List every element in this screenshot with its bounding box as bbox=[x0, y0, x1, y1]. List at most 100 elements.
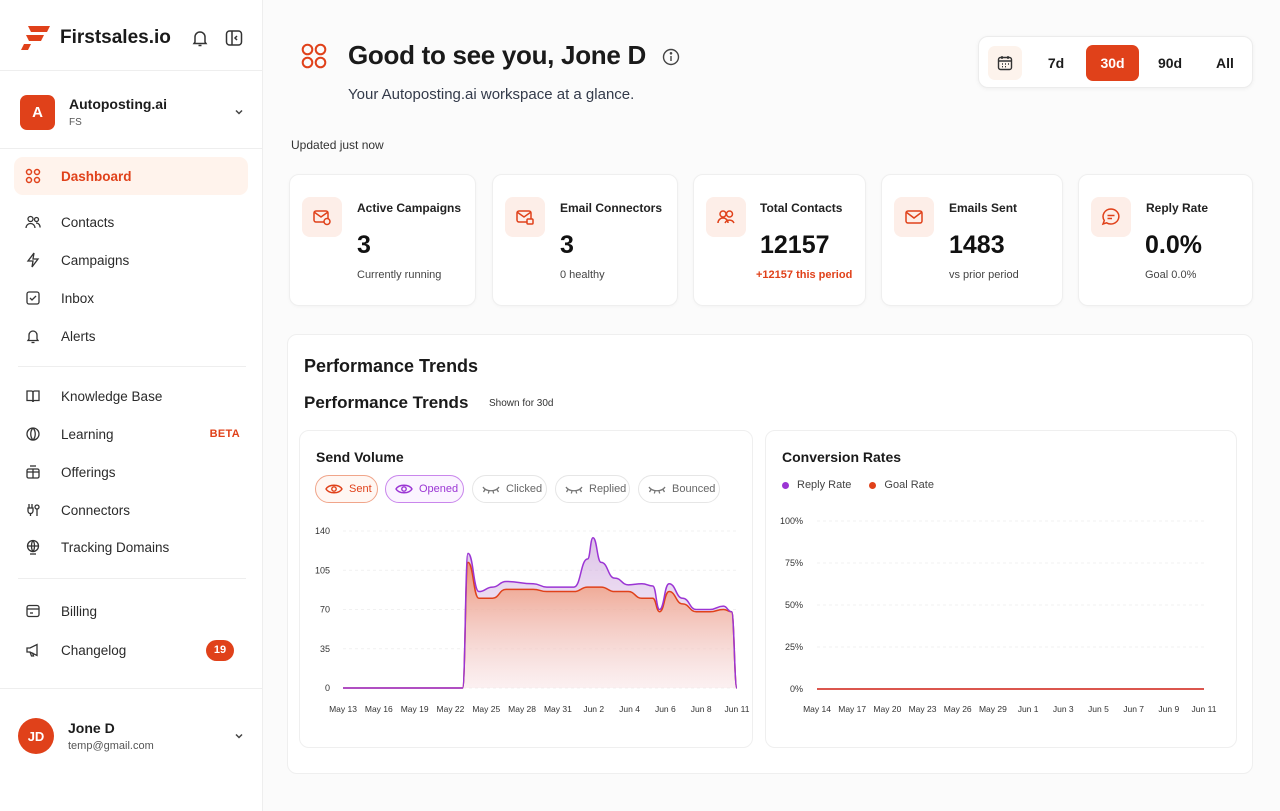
sidebar-item-billing[interactable]: Billing bbox=[14, 592, 248, 630]
kpi-card-active-campaigns[interactable]: Active Campaigns 3 Currently running bbox=[289, 174, 476, 306]
kpi-value: 12157 bbox=[760, 231, 830, 259]
info-icon[interactable] bbox=[662, 48, 680, 66]
brand-name: Firstsales.io bbox=[60, 27, 171, 48]
kpi-title: Emails Sent bbox=[949, 201, 1018, 215]
x-tick-label: May 25 bbox=[472, 704, 500, 714]
range-30d-button[interactable]: 30d bbox=[1086, 45, 1139, 81]
sidebar-item-changelog[interactable]: Changelog 19 bbox=[14, 631, 248, 669]
eye-icon bbox=[325, 484, 343, 494]
section-subtitle: Performance Trends bbox=[304, 393, 469, 412]
sidebar-item-label: Inbox bbox=[61, 290, 95, 306]
sidebar-item-label: Connectors bbox=[61, 502, 131, 518]
updated-status: Updated just now bbox=[291, 138, 384, 152]
users-icon bbox=[25, 215, 41, 229]
conversion-rates-card: Conversion Rates Reply Rate Goal Rate 0%… bbox=[765, 430, 1237, 748]
filter-chip-opened[interactable]: Opened bbox=[385, 475, 464, 503]
workspace-sub: FS bbox=[69, 117, 82, 128]
performance-trends-panel: Performance Trends Performance Trends Sh… bbox=[287, 334, 1253, 774]
x-tick-label: May 13 bbox=[329, 704, 357, 714]
x-tick-label: Jun 5 bbox=[1088, 704, 1109, 714]
opened-line bbox=[342, 536, 738, 689]
legend-label: Goal Rate bbox=[884, 479, 934, 491]
kpi-note: 0 healthy bbox=[560, 269, 605, 281]
sidebar-item-label: Knowledge Base bbox=[61, 388, 163, 404]
eye-closed-icon bbox=[482, 486, 500, 494]
filter-chip-bounced[interactable]: Bounced bbox=[638, 475, 720, 503]
sidebar-item-dashboard[interactable]: Dashboard bbox=[14, 157, 248, 195]
filter-chip-clicked[interactable]: Clicked bbox=[472, 475, 547, 503]
chip-label: Sent bbox=[349, 483, 372, 495]
card-title: Conversion Rates bbox=[782, 449, 902, 465]
book-icon bbox=[26, 390, 40, 403]
date-range-selector: 7d 30d 90d All bbox=[978, 36, 1253, 88]
sidebar-top-actions bbox=[190, 28, 244, 48]
range-7d-button[interactable]: 7d bbox=[1047, 55, 1065, 71]
legend-label: Reply Rate bbox=[797, 479, 852, 491]
divider bbox=[0, 70, 263, 71]
x-tick-label: May 17 bbox=[838, 704, 866, 714]
bell-icon bbox=[26, 330, 40, 344]
calendar-button[interactable] bbox=[988, 46, 1022, 80]
billing-icon bbox=[26, 604, 40, 618]
legend-item-goal-rate[interactable]: Goal Rate bbox=[869, 479, 934, 491]
divider bbox=[0, 688, 263, 689]
range-all-button[interactable]: All bbox=[1216, 55, 1234, 71]
gift-icon bbox=[26, 465, 40, 479]
brand[interactable]: Firstsales.io bbox=[20, 24, 171, 52]
range-90d-button[interactable]: 90d bbox=[1157, 55, 1183, 71]
sent-area bbox=[343, 562, 737, 688]
sidebar-item-campaigns[interactable]: Campaigns bbox=[14, 241, 248, 279]
changelog-count-badge: 19 bbox=[206, 639, 234, 661]
divider bbox=[0, 148, 263, 149]
kpi-value: 3 bbox=[560, 231, 574, 259]
x-tick-label: Jun 8 bbox=[691, 704, 712, 714]
x-tick-label: Jun 4 bbox=[619, 704, 640, 714]
sidebar-item-tracking-domains[interactable]: Tracking Domains bbox=[14, 528, 248, 566]
sidebar-item-alerts[interactable]: Alerts bbox=[14, 317, 248, 355]
sidebar-item-offerings[interactable]: Offerings bbox=[14, 453, 248, 491]
eye-icon bbox=[395, 484, 413, 494]
firstsales-logo-icon bbox=[21, 26, 50, 50]
sidebar-item-contacts[interactable]: Contacts bbox=[14, 203, 248, 241]
chip-label: Clicked bbox=[506, 483, 543, 495]
divider bbox=[18, 366, 246, 367]
y-tick-label: 100% bbox=[780, 516, 803, 526]
chart-legend: Reply Rate Goal Rate bbox=[782, 479, 952, 491]
users-icon bbox=[706, 197, 746, 237]
x-tick-label: Jun 11 bbox=[725, 704, 750, 714]
y-tick-label: 50% bbox=[785, 600, 803, 610]
workspace-switcher[interactable]: A Autoposting.ai FS bbox=[20, 92, 246, 132]
sidebar-item-label: Changelog bbox=[61, 642, 127, 658]
workspace-name: Autoposting.ai bbox=[69, 96, 167, 112]
bell-icon[interactable] bbox=[190, 28, 210, 48]
sidebar-item-connectors[interactable]: Connectors bbox=[14, 491, 248, 529]
collapse-sidebar-icon[interactable] bbox=[224, 28, 244, 48]
filter-chip-sent[interactable]: Sent bbox=[315, 475, 378, 503]
eye-closed-icon bbox=[648, 486, 666, 494]
user-name: Jone D bbox=[68, 720, 115, 736]
avatar: JD bbox=[18, 718, 54, 754]
x-tick-label: May 31 bbox=[544, 704, 572, 714]
legend-item-reply-rate[interactable]: Reply Rate bbox=[782, 479, 851, 491]
kpi-card-email-connectors[interactable]: Email Connectors 3 0 healthy bbox=[492, 174, 678, 306]
send-volume-chart: 0 35 70 105 140 May 13 May 16 May 19 May 22 May 2… bbox=[315, 526, 750, 714]
card-title: Send Volume bbox=[316, 449, 404, 465]
sidebar-item-knowledge-base[interactable]: Knowledge Base bbox=[14, 377, 248, 415]
x-tick-label: Jun 6 bbox=[655, 704, 676, 714]
kpi-card-total-contacts[interactable]: Total Contacts 12157 +12157 this period bbox=[693, 174, 866, 306]
user-menu[interactable]: JD Jone D temp@gmail.com bbox=[18, 716, 246, 756]
x-tick-label: Jun 7 bbox=[1123, 704, 1144, 714]
filter-chip-replied[interactable]: Replied bbox=[555, 475, 630, 503]
sidebar-item-learning[interactable]: Learning BETA bbox=[14, 415, 248, 453]
conversion-rates-chart: 0% 25% 50% 75% 100% May 14 May 17 May 20 May 23 M… bbox=[780, 516, 1217, 714]
plug-icon bbox=[27, 504, 40, 516]
kpi-title: Email Connectors bbox=[560, 201, 663, 215]
legend-swatch bbox=[869, 481, 877, 489]
bolt-icon bbox=[26, 252, 40, 268]
kpi-card-emails-sent[interactable]: Emails Sent 1483 vs prior period bbox=[881, 174, 1063, 306]
sidebar-item-inbox[interactable]: Inbox bbox=[14, 279, 248, 317]
x-tick-label: May 28 bbox=[508, 704, 536, 714]
page-title: Good to see you, Jone D bbox=[348, 40, 646, 70]
kpi-card-reply-rate[interactable]: Reply Rate 0.0% Goal 0.0% bbox=[1078, 174, 1253, 306]
sidebar-item-label: Billing bbox=[61, 603, 98, 619]
